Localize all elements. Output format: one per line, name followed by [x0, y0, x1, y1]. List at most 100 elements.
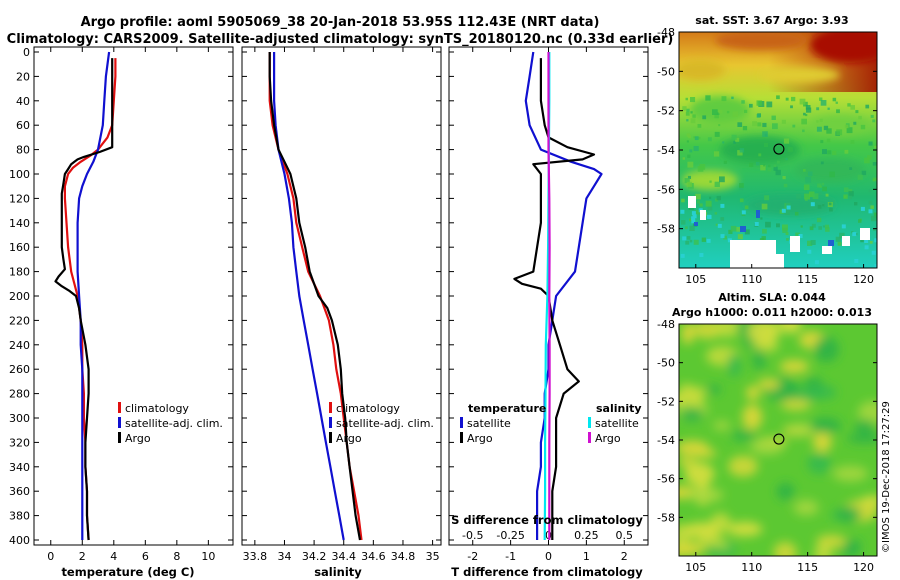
x-tick-label: 1 — [583, 550, 590, 563]
difference-x-axis: -2 -1 0 1 2-0.5 -0.25 0 0.25 0.5 — [462, 47, 633, 563]
legend-swatch-argo — [118, 432, 121, 443]
depth-tick-label: 20 — [16, 70, 30, 83]
series-line-salinity-argo — [547, 52, 551, 540]
lat-tick-label: -50 — [657, 65, 675, 78]
series-line-argo — [268, 52, 362, 541]
x-tick-label: 6 — [142, 550, 149, 563]
depth-tick-label: 0 — [23, 46, 30, 59]
lat-tick-label: -56 — [657, 473, 675, 486]
x-tick-label: 2 — [79, 550, 86, 563]
temperature-series — [54, 51, 117, 541]
x-tick-label: -2 — [467, 550, 478, 563]
series-line-argo — [54, 58, 114, 541]
lon-tick-label: 120 — [853, 273, 874, 286]
x-tick-label: 34.8 — [391, 550, 416, 563]
depth-tick-label: 180 — [9, 266, 30, 279]
depth-tick-label: 360 — [9, 485, 30, 498]
depth-tick-label: 160 — [9, 241, 30, 254]
x-tick-label: 10 — [201, 550, 215, 563]
legend-swatch-s-argo — [588, 432, 591, 443]
depth-tick-label: 280 — [9, 388, 30, 401]
lat-tick-label: -48 — [657, 26, 675, 39]
depth-tick-label: 260 — [9, 363, 30, 376]
temperature-axes-frame — [33, 46, 234, 546]
argo-position-marker — [773, 433, 785, 445]
x-tick-label: -1 — [505, 550, 516, 563]
x-tick-label: 33.8 — [243, 550, 268, 563]
salinity-xlabel: salinity — [314, 565, 362, 579]
legend-swatch-climatology — [329, 402, 332, 413]
x-tick-label: 34 — [277, 550, 291, 563]
legend-label-s-argo: Argo — [595, 432, 621, 445]
difference-legend-temperature: temperature satellite Argo — [460, 402, 546, 445]
s-difference-label: S difference from climatology — [451, 513, 643, 527]
figure-title-line1: Argo profile: aoml 5905069_38 20-Jan-201… — [81, 15, 600, 30]
lat-tick-label: -48 — [657, 318, 675, 331]
lon-tick-label: 110 — [741, 273, 762, 286]
salinity-legend: climatology satellite-adj. clim. Argo — [329, 402, 434, 445]
sla-heatmap-image — [679, 324, 877, 556]
legend-label-t-satellite: satellite — [467, 417, 511, 430]
series-line-satellite-adj-clim- — [76, 51, 111, 540]
x-tick-label: 34.4 — [331, 550, 356, 563]
legend-swatch-climatology — [118, 402, 121, 413]
lon-tick-label: 105 — [685, 561, 706, 574]
difference-xlabel: T difference from climatology — [451, 565, 643, 579]
legend-label-satellite-adj: satellite-adj. clim. — [336, 417, 434, 430]
salinity-depth-ticks — [242, 51, 441, 541]
x-tick-label: 0 — [545, 550, 552, 563]
depth-tick-label: 320 — [9, 436, 30, 449]
lon-tick-label: 115 — [797, 561, 818, 574]
legend-swatch-satellite-adj — [329, 417, 332, 428]
lat-tick-label: -54 — [657, 144, 675, 157]
figure-title-line2: Climatology: CARS2009. Satellite-adjuste… — [7, 32, 674, 47]
legend-label-t-argo: Argo — [467, 432, 493, 445]
legend-swatch-t-satellite — [460, 417, 463, 428]
legend-label-climatology: climatology — [336, 402, 400, 415]
salinity-panel: 33.8 34 34.2 34.4 34.6 34.8 35 salinity climat… — [241, 46, 442, 579]
lat-tick-label: -52 — [657, 395, 675, 408]
lat-tick-label: -56 — [657, 183, 675, 196]
lat-tick-label: -54 — [657, 434, 675, 447]
lat-tick-label: -50 — [657, 357, 675, 370]
temperature-x-axis: 0 2 4 6 8 10 — [47, 47, 215, 563]
depth-tick-label: 140 — [9, 217, 30, 230]
x-tick-label: 2 — [621, 550, 628, 563]
sst-map-title: sat. SST: 3.67 Argo: 3.93 — [695, 14, 848, 27]
legend-swatch-satellite-adj — [118, 417, 121, 428]
sla-map: Altim. SLA: 0.044 Argo h1000: 0.011 h200… — [657, 291, 878, 574]
legend-swatch-t-argo — [460, 432, 463, 443]
difference-series — [513, 51, 603, 541]
x-tick-label: 34.6 — [361, 550, 386, 563]
x-tick-label: 8 — [173, 550, 180, 563]
depth-tick-label: 400 — [9, 534, 30, 547]
lon-tick-label: 110 — [741, 561, 762, 574]
temperature-panel: 0204060801001201401601802002202402602803… — [9, 46, 234, 579]
legend-swatch-s-satellite — [588, 417, 591, 428]
depth-tick-label: 120 — [9, 192, 30, 205]
legend-heading-salinity: salinity — [596, 402, 642, 415]
lat-tick-label: -52 — [657, 105, 675, 118]
lat-tick-label: -58 — [657, 511, 675, 524]
s-diff-tick-label: 0.25 — [574, 529, 599, 542]
lon-tick-label: 120 — [853, 561, 874, 574]
s-diff-tick-label: -0.25 — [496, 529, 524, 542]
sla-map-subtitle: Argo h1000: 0.011 h2000: 0.013 — [672, 306, 872, 319]
depth-tick-label: 100 — [9, 168, 30, 181]
x-tick-label: 0 — [47, 550, 54, 563]
depth-tick-label: 300 — [9, 412, 30, 425]
x-tick-label: 35 — [426, 550, 440, 563]
temperature-legend: climatology satellite-adj. clim. Argo — [118, 402, 223, 445]
s-diff-tick-label: -0.5 — [462, 529, 483, 542]
depth-tick-label: 240 — [9, 339, 30, 352]
salinity-x-axis: 33.8 34 34.2 34.4 34.6 34.8 35 — [243, 47, 440, 563]
legend-label-climatology: climatology — [125, 402, 189, 415]
argo-position-marker — [773, 143, 785, 155]
legend-label-satellite-adj: satellite-adj. clim. — [125, 417, 223, 430]
difference-legend-salinity: salinity satellite Argo — [588, 402, 642, 445]
depth-tick-label: 80 — [16, 144, 30, 157]
sst-heatmap-image — [679, 32, 877, 268]
sst-map: sat. SST: 3.67 Argo: 3.93 — [657, 14, 878, 286]
depth-tick-label: 60 — [16, 119, 30, 132]
